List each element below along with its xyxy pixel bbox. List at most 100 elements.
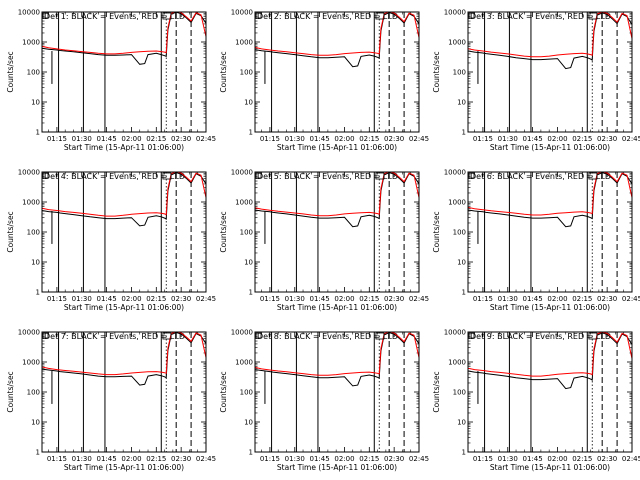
lld-rate-line (468, 12, 632, 58)
x-tick-label: 01:15 (47, 135, 67, 143)
corner-marker (255, 172, 262, 179)
plot-data (255, 332, 419, 452)
plot-title: Det 4: BLACK = Events, RED = LLD (44, 172, 185, 181)
x-tick-label: 01:30 (285, 135, 305, 143)
plot-title: Det 7: BLACK = Events, RED = LLD (44, 332, 185, 341)
x-tick-label: 01:15 (473, 295, 493, 303)
x-tick-label: 02:30 (597, 295, 617, 303)
attenuator-marker (375, 332, 385, 340)
plot-frame (41, 331, 207, 453)
plot-data (468, 12, 632, 132)
y-tick-label: 1 (462, 129, 466, 137)
x-tick-label: 01:30 (72, 135, 92, 143)
x-tick-label: 02:45 (409, 135, 429, 143)
detector-plot-5: Det 5: BLACK = Events, RED = LLD 1 10 100 10… (219, 169, 429, 313)
attenuator-marker (375, 12, 385, 20)
y-tick-label: 10 (244, 419, 253, 427)
attenuator-marker (588, 332, 598, 340)
plot-frame (467, 331, 633, 453)
x-tick-label: 01:30 (498, 455, 518, 463)
plot-data (42, 172, 206, 292)
y-axis-label: Counts/sec (432, 51, 441, 92)
x-tick-label: 01:30 (498, 295, 518, 303)
x-axis-label: Start Time (15-Apr-11 01:06:00) (490, 463, 610, 472)
plot-data (255, 172, 419, 292)
x-tick-label: 01:30 (72, 295, 92, 303)
x-tick-label: 02:00 (121, 135, 141, 143)
y-tick-label: 10 (244, 99, 253, 107)
x-tick-label: 02:00 (121, 455, 141, 463)
plot-title: Det 1: BLACK = Events, RED = LLD (44, 12, 185, 21)
corner-marker (255, 12, 262, 19)
x-tick-label: 01:15 (260, 135, 280, 143)
x-tick-label: 01:45 (523, 295, 543, 303)
x-tick-label: 02:30 (384, 135, 404, 143)
detector-plot-6: Det 6: BLACK = Events, RED = LLD 1 10 100 10… (432, 169, 640, 313)
corner-marker (255, 332, 262, 339)
x-tick-label: 02:00 (334, 135, 354, 143)
y-tick-label: 1000 (448, 359, 466, 367)
x-axis-label: Start Time (15-Apr-11 01:06:00) (490, 303, 610, 312)
y-tick-label: 10 (457, 99, 466, 107)
y-tick-label: 100 (240, 69, 253, 77)
x-tick-label: 02:00 (334, 295, 354, 303)
plot-title: Det 9: BLACK = Events, RED = LLD (470, 332, 611, 341)
y-tick-label: 1 (36, 289, 40, 297)
lld-rate-line (468, 172, 632, 216)
x-tick-label: 02:15 (572, 455, 592, 463)
attenuator-marker (588, 12, 598, 20)
y-tick-label: 1000 (235, 199, 253, 207)
detector-plot-1: Det 1: BLACK = Events, RED = LLD 1 10 100 10… (6, 9, 216, 153)
x-tick-label: 01:45 (310, 135, 330, 143)
x-tick-label: 02:30 (171, 455, 191, 463)
x-tick-label: 02:00 (547, 295, 567, 303)
x-tick-label: 02:00 (334, 455, 354, 463)
x-tick-label: 02:45 (622, 135, 640, 143)
x-tick-label: 01:45 (523, 135, 543, 143)
y-tick-label: 1000 (448, 199, 466, 207)
lld-rate-line (42, 172, 206, 217)
x-tick-label: 01:45 (97, 455, 117, 463)
corner-marker (42, 332, 49, 339)
x-tick-label: 02:00 (121, 295, 141, 303)
y-tick-label: 100 (453, 229, 466, 237)
x-tick-label: 02:45 (409, 295, 429, 303)
plot-frame (254, 331, 420, 453)
plot-data (42, 332, 206, 452)
x-axis-label: Start Time (15-Apr-11 01:06:00) (490, 143, 610, 152)
plot-data (468, 172, 632, 292)
y-tick-label: 10000 (231, 9, 253, 17)
plot-frame (467, 171, 633, 293)
y-tick-label: 10000 (18, 169, 40, 177)
y-tick-label: 10000 (18, 329, 40, 337)
plot-data (468, 332, 632, 452)
y-tick-label: 1 (249, 129, 253, 137)
events-rate-line (255, 332, 419, 387)
corner-marker (468, 12, 475, 19)
events-rate-line (42, 332, 206, 386)
attenuator-marker (162, 332, 172, 340)
y-axis-label: Counts/sec (6, 211, 15, 252)
attenuator-marker (162, 172, 172, 180)
x-tick-label: 02:30 (384, 455, 404, 463)
x-tick-label: 02:45 (196, 295, 216, 303)
y-axis-label: Counts/sec (432, 211, 441, 252)
lld-rate-line (255, 332, 419, 376)
y-axis-label: Counts/sec (6, 51, 15, 92)
y-tick-label: 10 (457, 419, 466, 427)
events-rate-line (255, 172, 419, 228)
y-tick-label: 1000 (22, 199, 40, 207)
plot-frame (254, 171, 420, 293)
x-tick-label: 01:30 (498, 135, 518, 143)
plot-title: Det 5: BLACK = Events, RED = LLD (257, 172, 398, 181)
y-tick-label: 10000 (444, 169, 466, 177)
y-tick-label: 100 (27, 229, 40, 237)
lld-rate-line (42, 12, 206, 55)
x-tick-label: 02:30 (597, 135, 617, 143)
y-tick-label: 1000 (235, 39, 253, 47)
x-tick-label: 02:45 (622, 455, 640, 463)
attenuator-marker (162, 12, 172, 20)
events-rate-line (468, 172, 632, 228)
x-tick-label: 02:30 (384, 295, 404, 303)
